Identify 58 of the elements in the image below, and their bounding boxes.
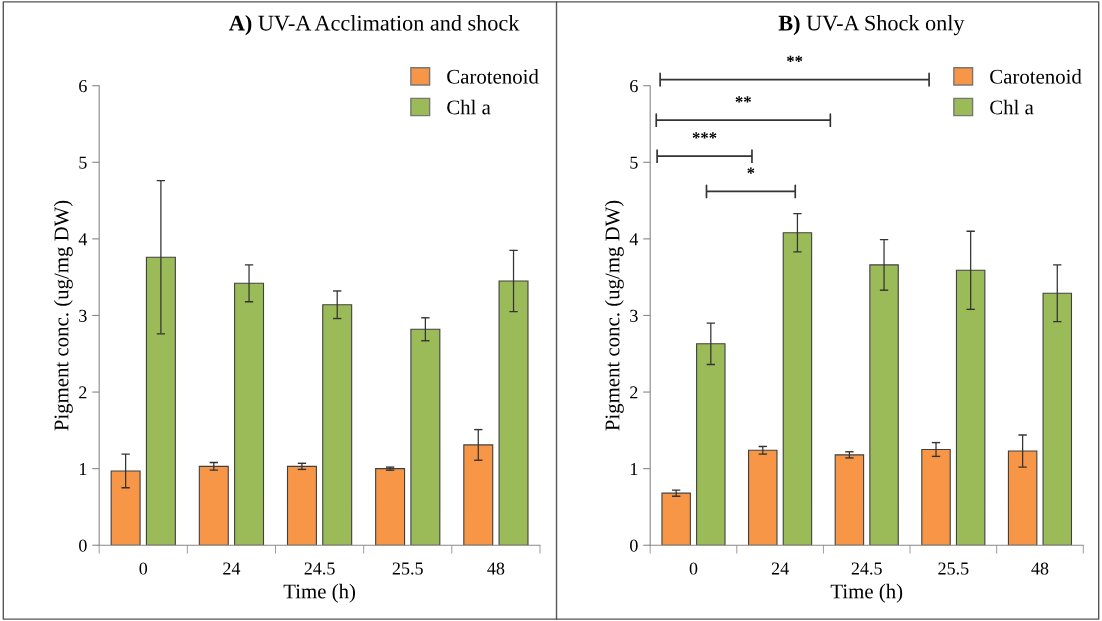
- annotation: *: [747, 167, 755, 174]
- y-tick-label: 1: [630, 462, 638, 475]
- annotation: ***: [692, 132, 717, 139]
- legend-label: Carotenoid: [447, 69, 539, 84]
- bar: [661, 492, 691, 546]
- x-tick-label: 0: [689, 562, 698, 575]
- legend-label: Chl a: [990, 99, 1034, 115]
- bar: [869, 264, 899, 546]
- x-tick-label: 24: [771, 562, 789, 575]
- bar: [1007, 450, 1038, 546]
- x-tick-label: 0: [139, 562, 148, 575]
- bar: [955, 269, 986, 546]
- y-axis-title: Pigment conc. (ug/mg DW): [53, 200, 73, 431]
- y-tick-label: 3: [630, 309, 638, 322]
- x-tick-label: 24.5: [851, 562, 882, 575]
- bar: [748, 449, 778, 546]
- x-tick-label: 24: [223, 562, 241, 575]
- bar: [375, 468, 406, 546]
- y-tick-label: 0: [630, 539, 638, 552]
- bar: [498, 280, 529, 546]
- y-tick-label: 3: [79, 309, 87, 322]
- chart-title: B) UV-A Shock only: [778, 14, 965, 36]
- bar: [234, 282, 265, 546]
- bar: [198, 465, 229, 546]
- x-axis-title: Time (h): [830, 583, 903, 603]
- chart-title: A) UV-A Acclimation and shock: [229, 15, 520, 36]
- y-tick-label: 1: [79, 462, 87, 475]
- annotation: **: [735, 96, 751, 103]
- legend-label: Chl a: [447, 99, 491, 115]
- y-tick-label: 5: [630, 156, 638, 169]
- bar: [782, 232, 813, 546]
- legend-label: Carotenoid: [990, 69, 1082, 84]
- bar: [322, 304, 353, 546]
- bar: [921, 448, 951, 546]
- y-tick-label: 4: [629, 233, 639, 246]
- bar: [110, 470, 141, 546]
- x-tick-label: 25.5: [392, 562, 423, 575]
- bar: [410, 328, 441, 546]
- y-tick-label: 6: [79, 80, 87, 93]
- bar: [1042, 292, 1073, 546]
- x-tick-label: 48: [487, 562, 505, 575]
- y-tick-label: 4: [78, 233, 88, 246]
- text: **: [786, 55, 803, 63]
- bar: [696, 343, 726, 546]
- y-tick-label: 2: [79, 386, 87, 399]
- x-tick-label: 48: [1031, 562, 1049, 575]
- x-tick-label: 25.5: [938, 562, 969, 575]
- x-axis-title: Time (h): [283, 583, 356, 603]
- bar: [463, 444, 494, 546]
- y-tick-label: 0: [79, 539, 87, 552]
- bar: [145, 256, 176, 546]
- x-tick-label: 24.5: [304, 562, 335, 575]
- y-tick-label: 5: [79, 156, 87, 169]
- y-tick-label: 2: [630, 386, 638, 399]
- y-tick-label: 6: [630, 80, 638, 93]
- y-axis-title: Pigment conc. (ug/mg DW): [604, 200, 624, 431]
- bar: [834, 454, 865, 546]
- bar: [286, 465, 317, 546]
